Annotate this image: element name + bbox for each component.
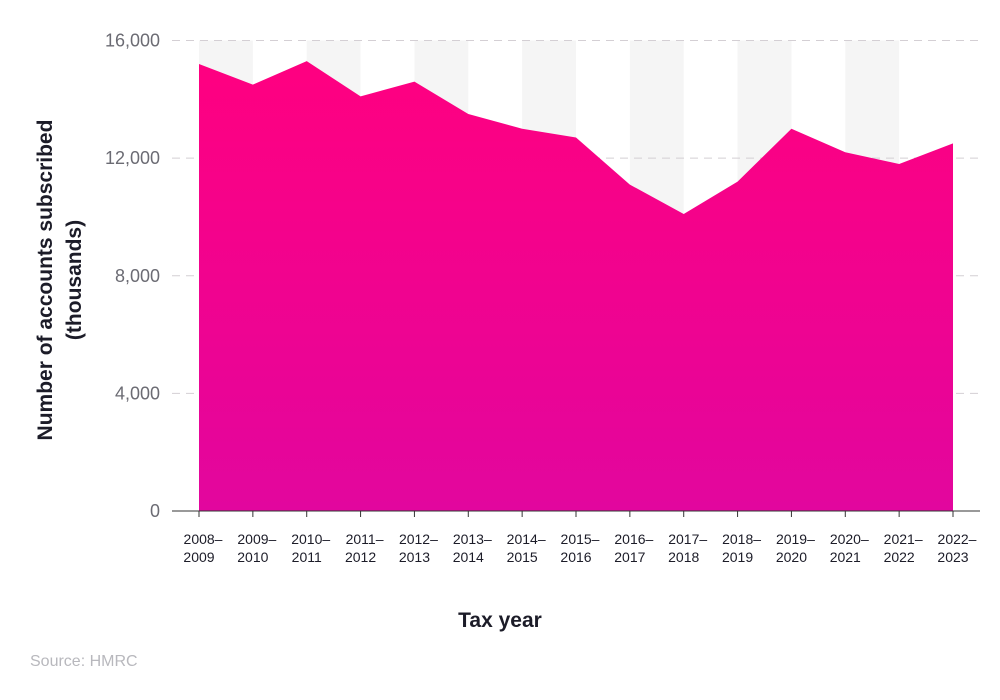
x-axis-ticks: 2008– 2009 2009– 2010 2010– 2011 2011– 2012 2012…	[183, 511, 977, 565]
x-tick-label: 2013– 2014	[453, 531, 492, 565]
x-tick-label: 2022– 2023	[937, 531, 976, 565]
x-tick-label: 2008– 2009	[183, 531, 222, 565]
x-tick-label: 2019– 2020	[776, 531, 815, 565]
x-axis-label: Tax year	[458, 609, 542, 632]
x-tick-label: 2012– 2013	[399, 531, 438, 565]
x-tick-label: 2014– 2015	[507, 531, 546, 565]
x-tick-label: 2021– 2022	[884, 531, 923, 565]
area-series	[199, 61, 953, 511]
y-tick-label: 4,000	[115, 383, 160, 403]
x-tick-label: 2010– 2011	[291, 531, 330, 565]
x-tick-label: 2018– 2019	[722, 531, 761, 565]
y-tick-label: 8,000	[115, 266, 160, 286]
x-tick-label: 2017– 2018	[668, 531, 707, 565]
x-tick-label: 2009– 2010	[237, 531, 276, 565]
y-tick-label: 0	[150, 501, 160, 521]
y-axis-ticks: 0 4,000 8,000 12,000 16,000	[105, 31, 160, 522]
source-note: Source: HMRC	[30, 653, 138, 670]
x-tick-label: 2016– 2017	[614, 531, 653, 565]
x-tick-label: 2020– 2021	[830, 531, 869, 565]
x-tick-label: 2015– 2016	[560, 531, 599, 565]
y-tick-label: 16,000	[105, 31, 160, 51]
y-tick-label: 12,000	[105, 148, 160, 168]
x-tick-label: 2011– 2012	[345, 531, 384, 565]
y-axis-label: Number of accounts subscribed (thousands)	[34, 120, 86, 441]
